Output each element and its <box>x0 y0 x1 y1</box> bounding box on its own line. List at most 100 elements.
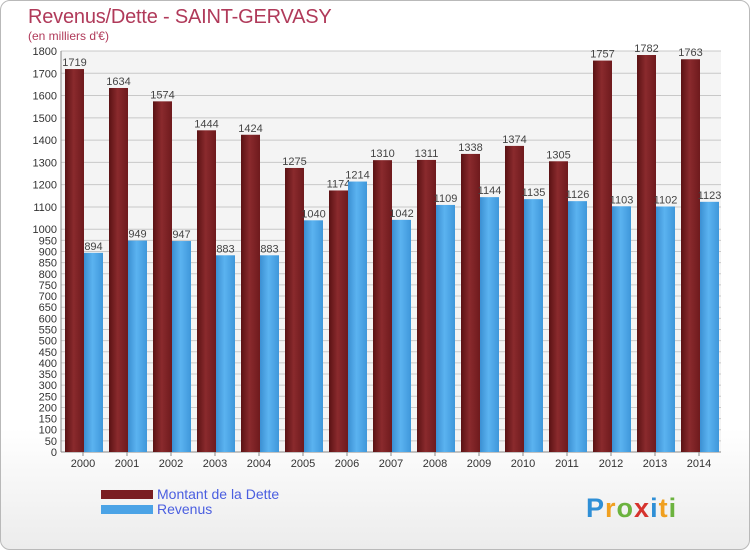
data-label-revenus: 1144 <box>478 185 502 197</box>
bar-dette <box>681 59 700 453</box>
bar-revenus <box>656 206 675 452</box>
chart-title: Revenus/Dette - SAINT-GERVASY <box>28 6 332 28</box>
data-label-revenus: 883 <box>260 243 278 255</box>
bar-revenus <box>128 240 147 452</box>
data-label-revenus: 1135 <box>522 187 546 199</box>
x-tick-label: 2003 <box>203 458 227 470</box>
y-tick-label: 400 <box>39 358 57 370</box>
legend-swatch-dette <box>101 490 153 499</box>
data-label-dette: 1374 <box>502 134 526 146</box>
y-tick-label: 150 <box>39 414 57 426</box>
data-label-dette: 1275 <box>282 156 306 168</box>
x-tick-label: 2002 <box>159 458 183 470</box>
bar-revenus <box>392 219 411 452</box>
data-label-revenus: 1123 <box>698 190 722 202</box>
y-tick-label: 850 <box>39 258 57 270</box>
x-tick-label: 2000 <box>71 458 95 470</box>
data-label-dette: 1757 <box>590 49 614 61</box>
x-tick-label: 2013 <box>643 458 667 470</box>
x-tick-label: 2005 <box>291 458 315 470</box>
y-tick-label: 1500 <box>33 113 57 125</box>
y-tick-label: 50 <box>45 436 57 448</box>
legend-label-revenus: Revenus <box>157 501 213 517</box>
y-tick-label: 450 <box>39 347 57 359</box>
x-tick-label: 2008 <box>423 458 447 470</box>
bar-revenus <box>524 199 543 452</box>
y-tick-label: 1000 <box>33 224 57 236</box>
bar-revenus <box>260 255 279 452</box>
y-tick-label: 1200 <box>33 180 57 192</box>
x-tick-label: 2009 <box>467 458 491 470</box>
x-tick-label: 2007 <box>379 458 403 470</box>
x-tick-label: 2001 <box>115 458 139 470</box>
data-label-dette: 1305 <box>546 149 570 161</box>
bar-dette <box>285 167 304 453</box>
y-tick-label: 300 <box>39 380 57 392</box>
y-tick-label: 700 <box>39 291 57 303</box>
x-tick-label: 2004 <box>247 458 271 470</box>
y-tick-label: 250 <box>39 391 57 403</box>
y-tick-label: 1400 <box>33 135 57 147</box>
data-label-revenus: 1109 <box>434 193 458 205</box>
y-tick-label: 200 <box>39 402 57 414</box>
bar-revenus <box>172 241 191 452</box>
bar-dette <box>109 87 128 452</box>
data-label-revenus: 1103 <box>610 194 634 206</box>
data-label-dette: 1311 <box>415 148 439 160</box>
bar-revenus <box>700 201 719 452</box>
x-tick-label: 2012 <box>599 458 623 470</box>
data-label-revenus: 1040 <box>301 208 325 220</box>
y-tick-label: 550 <box>39 324 57 336</box>
bar-dette <box>417 159 436 452</box>
y-tick-label: 950 <box>39 235 57 247</box>
data-label-revenus: 894 <box>84 241 102 253</box>
bar-dette <box>153 101 172 452</box>
proxiti-logo: Proxiti <box>586 493 677 523</box>
y-tick-label: 1600 <box>33 91 57 103</box>
bar-revenus <box>436 204 455 452</box>
y-tick-label: 1300 <box>33 157 57 169</box>
data-label-dette: 1444 <box>194 118 218 130</box>
legend-swatch-revenus <box>101 505 153 514</box>
y-tick-label: 650 <box>39 302 57 314</box>
y-tick-label: 1800 <box>33 46 57 58</box>
chart-subtitle: (en milliers d'€) <box>28 29 109 43</box>
bar-revenus <box>568 201 587 452</box>
x-tick-label: 2010 <box>511 458 535 470</box>
y-tick-label: 1100 <box>33 202 57 214</box>
y-tick-label: 600 <box>39 313 57 325</box>
bar-dette <box>549 161 568 452</box>
bar-dette <box>241 134 260 452</box>
bar-revenus <box>612 206 631 452</box>
data-label-dette: 1763 <box>678 47 702 59</box>
bar-revenus <box>216 255 235 452</box>
bar-dette <box>505 145 524 453</box>
data-label-dette: 1719 <box>62 57 86 69</box>
bar-dette <box>373 160 392 452</box>
data-label-dette: 1574 <box>150 89 174 101</box>
data-label-dette: 1174 <box>327 178 351 190</box>
bar-revenus <box>84 252 103 452</box>
bar-dette <box>329 190 348 452</box>
data-label-revenus: 949 <box>128 229 146 241</box>
bar-revenus <box>348 181 367 452</box>
bar-revenus <box>304 220 323 452</box>
legend-label-dette: Montant de la Dette <box>157 486 280 502</box>
svg-text:Proxiti: Proxiti <box>586 493 677 523</box>
y-tick-label: 750 <box>39 280 57 292</box>
x-tick-label: 2014 <box>687 458 711 470</box>
y-tick-label: 350 <box>39 369 57 381</box>
data-label-dette: 1310 <box>370 148 394 160</box>
y-tick-label: 0 <box>51 447 57 459</box>
bar-dette <box>65 69 84 453</box>
y-tick-label: 100 <box>39 425 57 437</box>
data-label-revenus: 1214 <box>345 170 369 182</box>
data-label-revenus: 1042 <box>389 208 413 220</box>
data-label-dette: 1634 <box>106 76 130 88</box>
y-tick-label: 1700 <box>33 68 57 80</box>
x-tick-label: 2006 <box>335 458 359 470</box>
data-label-dette: 1424 <box>238 123 262 135</box>
data-label-dette: 1782 <box>634 43 658 55</box>
